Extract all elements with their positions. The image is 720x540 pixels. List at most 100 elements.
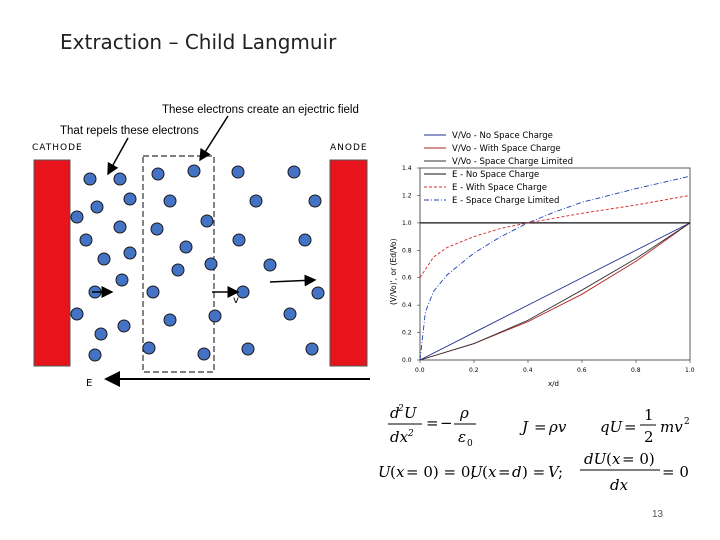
electron bbox=[151, 167, 165, 181]
electron bbox=[123, 192, 137, 206]
svg-text:x: x bbox=[612, 450, 621, 468]
electron bbox=[94, 327, 108, 341]
chart-ticks: 0.0 0.2 0.4 0.6 0.8 1.0 0.0 0.2 0.4 0.6 0.8 1.0 1.2 1… bbox=[402, 165, 695, 374]
page-number: 13 bbox=[652, 509, 664, 520]
series-line-6 bbox=[419, 175, 691, 361]
svg-text:d: d bbox=[512, 463, 522, 481]
electron bbox=[113, 172, 127, 186]
y-tick-label: 0.8 bbox=[402, 247, 412, 254]
svg-text:x: x bbox=[488, 463, 497, 481]
y-tick-label: 0.0 bbox=[402, 357, 412, 364]
svg-text:d: d bbox=[390, 404, 400, 422]
electrons bbox=[70, 164, 325, 362]
plot-area bbox=[419, 167, 691, 361]
y-tick-label: 1.0 bbox=[402, 220, 412, 227]
electron bbox=[163, 313, 177, 327]
svg-text:1: 1 bbox=[644, 406, 654, 424]
caption-electric-field: These electrons create an ejectric field bbox=[162, 104, 359, 116]
svg-text:= 0: = 0 bbox=[662, 463, 689, 481]
y-tick-label: 1.2 bbox=[402, 192, 412, 199]
arrow-to-cathode bbox=[107, 137, 129, 176]
legend-entry: V/Vo - No Space Charge bbox=[452, 131, 553, 141]
svg-text:2: 2 bbox=[397, 404, 404, 414]
electron bbox=[88, 348, 102, 362]
velocity-label: v bbox=[233, 295, 239, 306]
electron bbox=[142, 341, 156, 355]
chart-legend: V/Vo - No Space Charge V/Vo - With Space … bbox=[424, 131, 573, 206]
electron bbox=[179, 240, 193, 254]
svg-text:J: J bbox=[519, 418, 529, 436]
electron bbox=[263, 258, 277, 272]
electron bbox=[163, 194, 177, 208]
svg-text:dx: dx bbox=[610, 476, 629, 494]
electron bbox=[115, 273, 129, 287]
chart-series bbox=[419, 175, 691, 361]
svg-text:0: 0 bbox=[467, 439, 473, 449]
svg-text:2: 2 bbox=[684, 417, 690, 427]
electron bbox=[204, 257, 218, 271]
svg-text:2: 2 bbox=[407, 429, 414, 439]
x-tick-label: 0.6 bbox=[577, 367, 587, 374]
svg-text:=: = bbox=[498, 463, 511, 481]
series-line-5 bbox=[419, 194, 691, 278]
x-tick-label: 0.4 bbox=[523, 367, 533, 374]
electron bbox=[241, 342, 255, 356]
electron bbox=[283, 307, 297, 321]
x-axis-label: x/d bbox=[548, 380, 559, 388]
electron bbox=[231, 165, 245, 179]
cathode-label: CATHODE bbox=[32, 143, 83, 153]
electron bbox=[287, 165, 301, 179]
cathode-plate bbox=[33, 159, 71, 367]
svg-text:(: ( bbox=[482, 463, 488, 481]
electron bbox=[117, 319, 131, 333]
legend-entry: V/Vo - Space Charge Limited bbox=[452, 157, 573, 167]
svg-text:(: ( bbox=[606, 450, 612, 468]
arrow-to-box bbox=[199, 115, 229, 162]
anode-label: ANODE bbox=[330, 143, 368, 153]
electron bbox=[150, 222, 164, 236]
electron bbox=[311, 286, 325, 300]
x-tick-label: 1.0 bbox=[685, 367, 695, 374]
svg-text:x: x bbox=[396, 463, 405, 481]
electron bbox=[123, 246, 137, 260]
slide-title: Extraction – Child Langmuir bbox=[60, 30, 337, 54]
svg-text:dx: dx bbox=[390, 428, 409, 446]
electron bbox=[90, 200, 104, 214]
y-tick-label: 0.6 bbox=[402, 275, 412, 282]
electron bbox=[70, 210, 84, 224]
svg-text:ρv: ρv bbox=[548, 418, 567, 436]
electron bbox=[197, 347, 211, 361]
svg-text:(: ( bbox=[390, 463, 396, 481]
svg-text:) =: ) = bbox=[522, 463, 545, 481]
series-line-1 bbox=[419, 222, 691, 361]
x-tick-label: 0.8 bbox=[631, 367, 641, 374]
svg-text:dU: dU bbox=[584, 450, 608, 468]
svg-text:U: U bbox=[404, 404, 418, 422]
velocity-arrow bbox=[269, 274, 317, 287]
electron bbox=[70, 307, 84, 321]
svg-text:ε: ε bbox=[458, 428, 466, 446]
svg-text:;: ; bbox=[558, 463, 563, 481]
svg-text:qU: qU bbox=[600, 418, 624, 436]
electron bbox=[171, 263, 185, 277]
electron bbox=[83, 172, 97, 186]
svg-text:−: − bbox=[440, 414, 453, 432]
y-tick-label: 0.4 bbox=[402, 302, 412, 309]
svg-text:ρ: ρ bbox=[459, 404, 469, 422]
series-line-3 bbox=[419, 222, 691, 361]
x-tick-label: 0.0 bbox=[415, 367, 425, 374]
y-tick-label: 1.4 bbox=[402, 165, 412, 172]
electron bbox=[146, 285, 160, 299]
svg-text:=: = bbox=[624, 418, 637, 436]
electron bbox=[200, 214, 214, 228]
electron bbox=[249, 194, 263, 208]
legend-entry: E - No Space Charge bbox=[452, 170, 539, 180]
caption-repels: That repels these electrons bbox=[60, 125, 199, 137]
chart: 0.0 0.2 0.4 0.6 0.8 1.0 0.0 0.2 0.4 0.6 0.8 1.0 1.2 1… bbox=[389, 131, 695, 388]
electron bbox=[305, 342, 319, 356]
svg-text:=: = bbox=[534, 418, 547, 436]
electron bbox=[232, 233, 246, 247]
electron bbox=[113, 220, 127, 234]
